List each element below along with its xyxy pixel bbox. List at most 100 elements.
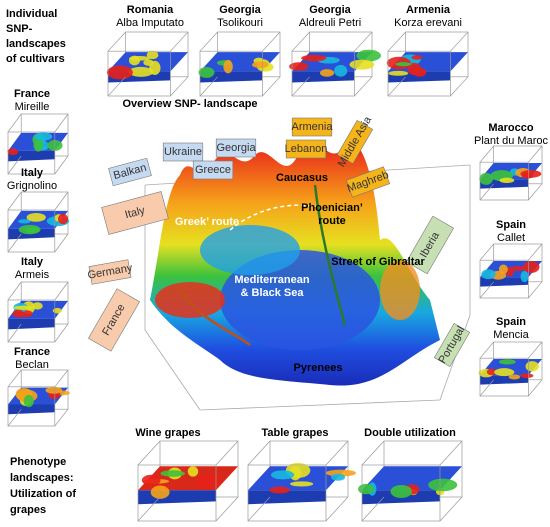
surface-peak xyxy=(196,475,222,489)
phenotype-heading: Utilization of xyxy=(10,488,76,500)
surface-peak xyxy=(356,49,381,62)
box-edge xyxy=(54,369,69,388)
surface-peak xyxy=(388,70,409,76)
surface-peak xyxy=(128,66,154,77)
cultivar-country: Italy xyxy=(21,167,44,179)
box-front xyxy=(7,209,56,253)
box-edge xyxy=(479,379,494,397)
box-edge xyxy=(387,31,406,52)
mini-landscape xyxy=(247,440,357,522)
box-edge xyxy=(7,323,22,343)
phenotype-label: Double utilization xyxy=(364,427,456,439)
box-edge xyxy=(291,76,310,97)
heading: SNP- xyxy=(6,23,33,35)
surface-peak xyxy=(508,374,521,380)
landscape-label: Mediterranean xyxy=(234,274,309,286)
surface-peak xyxy=(301,54,327,62)
surface-peak xyxy=(494,368,515,377)
flag: France xyxy=(88,288,140,352)
surface-peak xyxy=(149,60,161,76)
cultivar-country: Georgia xyxy=(219,4,261,16)
box-edge xyxy=(262,31,281,52)
flag: Greece xyxy=(192,160,234,180)
phenotype-label: Wine grapes xyxy=(135,427,200,439)
cultivar-country: Spain xyxy=(496,219,526,231)
surface-peak xyxy=(390,484,413,499)
box-edge xyxy=(137,496,161,522)
box-edge xyxy=(354,31,373,52)
box-edge xyxy=(107,31,126,52)
phenotype-heading: landscapes: xyxy=(10,472,74,484)
box-front xyxy=(7,131,56,175)
box-front xyxy=(107,50,171,97)
surface-peak xyxy=(525,361,539,372)
flag-body xyxy=(88,288,140,352)
surface-peak xyxy=(334,64,348,77)
box-edge xyxy=(450,76,469,97)
cultivar-name: Korza erevani xyxy=(394,17,462,29)
surface-peak xyxy=(523,261,540,273)
surface-front xyxy=(8,404,55,415)
box-front xyxy=(199,50,263,97)
surface-peak xyxy=(13,305,34,310)
surface-peak xyxy=(520,373,534,379)
surface-peak xyxy=(187,466,199,477)
mini-landscape xyxy=(7,281,69,343)
box-edge xyxy=(54,408,69,427)
heading: landscapes xyxy=(6,38,66,50)
mini-landscape xyxy=(479,145,543,201)
box-edge xyxy=(247,440,271,466)
flag-label: Ukraine xyxy=(164,146,202,158)
valley xyxy=(200,225,300,275)
flag-body xyxy=(162,142,204,162)
box-front xyxy=(479,161,529,201)
landscape-label: Street of Gibraltar xyxy=(331,256,425,268)
box-edge xyxy=(528,341,543,359)
surface-front xyxy=(248,490,326,505)
surface-peak xyxy=(498,264,508,274)
box-edge xyxy=(54,323,69,343)
surface-peak xyxy=(26,212,46,222)
box-edge xyxy=(479,281,494,299)
mini-landscape xyxy=(386,31,469,97)
surface-peak xyxy=(349,59,375,70)
valley xyxy=(220,250,380,350)
surface-peak xyxy=(34,132,53,141)
box-front xyxy=(479,259,529,299)
box-edge xyxy=(199,31,218,52)
landscape-label: Pyrenees xyxy=(294,362,343,374)
cultivar-country: Spain xyxy=(496,316,526,328)
box-edge xyxy=(325,440,349,466)
box-edge xyxy=(247,496,271,522)
ridge xyxy=(155,282,225,318)
box-edge xyxy=(528,379,543,397)
surface-peak xyxy=(407,62,422,75)
box-edge xyxy=(7,281,22,301)
flag-body xyxy=(405,215,455,275)
box-edge xyxy=(170,31,189,52)
surface-peak xyxy=(128,55,141,66)
surface-peak xyxy=(141,474,161,486)
surface-peak xyxy=(481,269,496,280)
surface-peak xyxy=(150,485,170,499)
surface-peak xyxy=(18,219,31,224)
box-front xyxy=(247,464,327,522)
mini-landscape xyxy=(198,31,281,97)
box-edge xyxy=(144,329,201,411)
box-front xyxy=(387,50,451,97)
mini-landscape xyxy=(358,440,463,522)
surface-peak xyxy=(319,69,335,77)
surface-peak xyxy=(290,481,314,487)
surface-peak xyxy=(12,309,24,318)
cultivar-name: Tsolikouri xyxy=(217,17,263,29)
box-edge xyxy=(54,191,69,211)
surface-peak xyxy=(289,62,309,71)
flag-label: Greece xyxy=(195,164,231,176)
flag: Germany xyxy=(87,259,134,285)
flag: Georgia xyxy=(215,138,256,158)
surface-peak xyxy=(160,470,186,477)
box-edge xyxy=(354,76,373,97)
surface-front xyxy=(8,150,55,162)
surface-peak xyxy=(486,368,497,376)
